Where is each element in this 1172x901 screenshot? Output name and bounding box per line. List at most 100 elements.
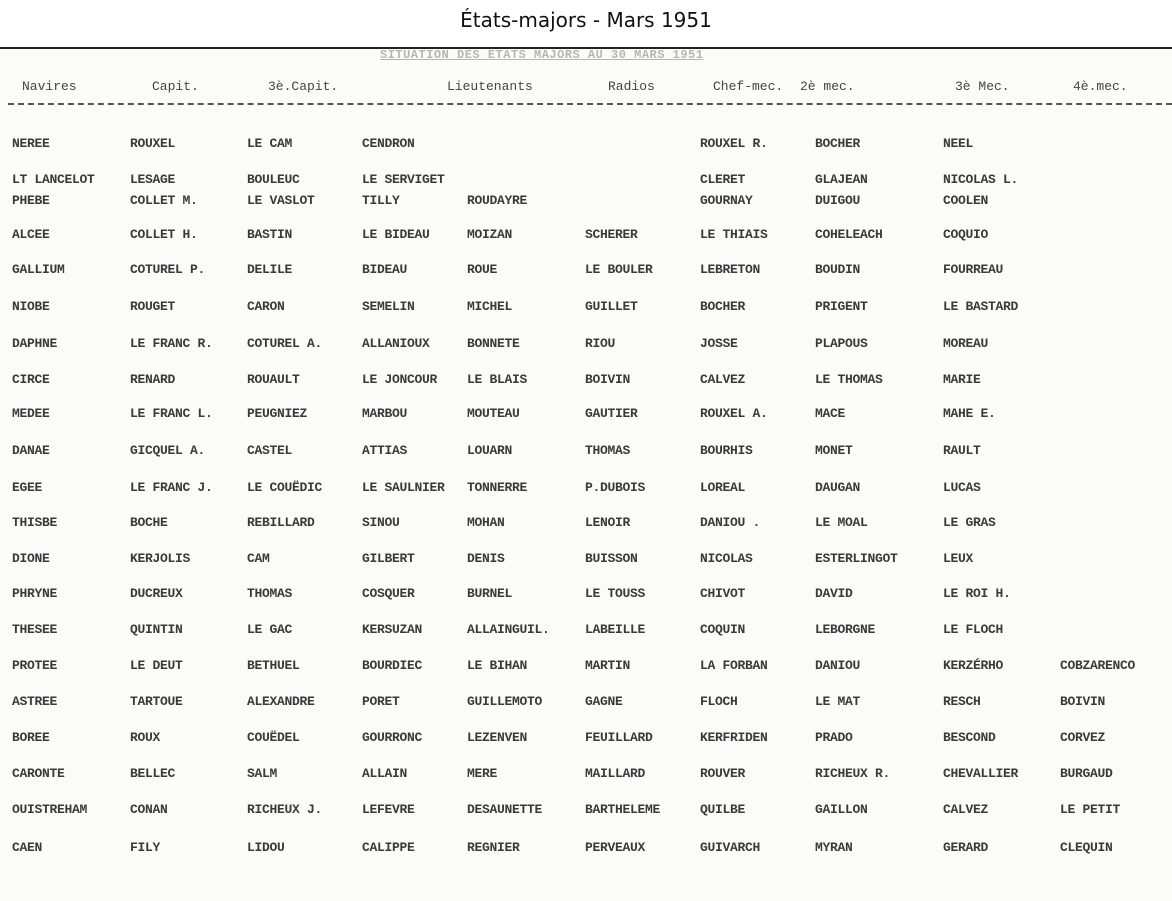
crew-name: COOLEN — [943, 193, 989, 208]
ship-name: PHRYNE — [12, 586, 58, 601]
header-dashed-rule — [8, 103, 1172, 105]
ship-name: THESEE — [12, 622, 58, 637]
column-header-fourth-mechanic: 4è.mec. — [1073, 79, 1128, 94]
crew-name: KERZÉRHO — [943, 658, 1004, 673]
crew-name: LA FORBAN — [700, 658, 768, 673]
crew-name: LE THOMAS — [815, 372, 883, 387]
crew-name: ALEXANDRE — [247, 694, 315, 709]
crew-name: COTUREL A. — [247, 336, 323, 351]
crew-name: BURNEL — [467, 586, 513, 601]
crew-name: SCHERER — [585, 227, 638, 242]
crew-name: FEUILLARD — [585, 730, 653, 745]
ship-name: CAEN — [12, 840, 43, 855]
ship-name: DAPHNE — [12, 336, 58, 351]
crew-name: LE SERVIGET — [362, 172, 445, 187]
crew-name: LE BIDEAU — [362, 227, 430, 242]
crew-name: RICHEUX J. — [247, 802, 323, 817]
ship-name: OUISTREHAM — [12, 802, 88, 817]
crew-name: CALVEZ — [700, 372, 746, 387]
ship-name: DANAE — [12, 443, 50, 458]
crew-name: FLOCH — [700, 694, 738, 709]
crew-name: COTUREL P. — [130, 262, 206, 277]
crew-name: SEMELIN — [362, 299, 415, 314]
crew-name: LIDOU — [247, 840, 285, 855]
crew-name: CALVEZ — [943, 802, 989, 817]
crew-name: SALM — [247, 766, 278, 781]
crew-name: ESTERLINGOT — [815, 551, 898, 566]
column-header-third-captain: 3è.Capit. — [268, 79, 339, 94]
crew-name: LUCAS — [943, 480, 981, 495]
crew-name: BOUDIN — [815, 262, 861, 277]
crew-name: RICHEUX R. — [815, 766, 891, 781]
crew-name: ROUAULT — [247, 372, 300, 387]
crew-name: ROUX — [130, 730, 161, 745]
crew-name: LE CAM — [247, 136, 293, 151]
crew-name: LE GAC — [247, 622, 293, 637]
ship-name: ALCEE — [12, 227, 50, 242]
crew-name: PEUGNIEZ — [247, 406, 308, 421]
crew-name: CAM — [247, 551, 270, 566]
ship-name: THISBE — [12, 515, 58, 530]
crew-name: MAILLARD — [585, 766, 646, 781]
crew-name: ROUGET — [130, 299, 176, 314]
crew-name: QUILBE — [700, 802, 746, 817]
crew-name: ROUXEL R. — [700, 136, 768, 151]
crew-name: ATTIAS — [362, 443, 408, 458]
crew-name: LEZENVEN — [467, 730, 528, 745]
crew-name: LE BIHAN — [467, 658, 528, 673]
crew-name: LE JONCOUR — [362, 372, 438, 387]
crew-name: GERARD — [943, 840, 989, 855]
crew-name: KERJOLIS — [130, 551, 191, 566]
ship-name: EGEE — [12, 480, 43, 495]
column-header-chief-mechanic: Chef-mec. — [713, 79, 784, 94]
crew-name: GAUTIER — [585, 406, 638, 421]
column-header-radios: Radios — [608, 79, 655, 94]
crew-name: ALLANIOUX — [362, 336, 430, 351]
ship-name: BOREE — [12, 730, 50, 745]
crew-name: LE GRAS — [943, 515, 996, 530]
crew-name: GUILLET — [585, 299, 638, 314]
crew-name: LE BASTARD — [943, 299, 1019, 314]
crew-name: LE PETIT — [1060, 802, 1121, 817]
crew-name: MYRAN — [815, 840, 853, 855]
crew-name: BONNETE — [467, 336, 520, 351]
crew-name: BOCHER — [815, 136, 861, 151]
crew-name: LE TOUSS — [585, 586, 646, 601]
crew-name: CARON — [247, 299, 285, 314]
crew-name: DUCREUX — [130, 586, 183, 601]
crew-name: DAUGAN — [815, 480, 861, 495]
crew-name: LENOIR — [585, 515, 631, 530]
crew-name: DESAUNETTE — [467, 802, 543, 817]
crew-name: COSQUER — [362, 586, 415, 601]
ship-name: PHEBE — [12, 193, 50, 208]
crew-name: CHIVOT — [700, 586, 746, 601]
crew-name: MACE — [815, 406, 846, 421]
crew-name: LE BLAIS — [467, 372, 528, 387]
ship-name: NIOBE — [12, 299, 50, 314]
crew-name: MOHAN — [467, 515, 505, 530]
crew-name: LEBRETON — [700, 262, 761, 277]
crew-name: LE SAULNIER — [362, 480, 445, 495]
crew-name: MOIZAN — [467, 227, 513, 242]
crew-name: LE FLOCH — [943, 622, 1004, 637]
crew-name: RIOU — [585, 336, 616, 351]
crew-name: BELLEC — [130, 766, 176, 781]
crew-name: BURGAUD — [1060, 766, 1113, 781]
crew-name: BOULEUC — [247, 172, 300, 187]
crew-name: LE DEUT — [130, 658, 183, 673]
crew-name: RESCH — [943, 694, 981, 709]
crew-name: ROUXEL A. — [700, 406, 768, 421]
crew-name: LE THIAIS — [700, 227, 768, 242]
crew-name: GAGNE — [585, 694, 623, 709]
ship-name: MEDEE — [12, 406, 50, 421]
crew-name: BOURDIEC — [362, 658, 423, 673]
crew-name: COQUIN — [700, 622, 746, 637]
crew-name: MARBOU — [362, 406, 408, 421]
ship-name: PROTEE — [12, 658, 58, 673]
crew-name: ROUXEL — [130, 136, 176, 151]
crew-name: BETHUEL — [247, 658, 300, 673]
crew-name: BARTHELEME — [585, 802, 661, 817]
crew-name: CLEQUIN — [1060, 840, 1113, 855]
crew-name: CASTEL — [247, 443, 293, 458]
crew-name: GLAJEAN — [815, 172, 868, 187]
